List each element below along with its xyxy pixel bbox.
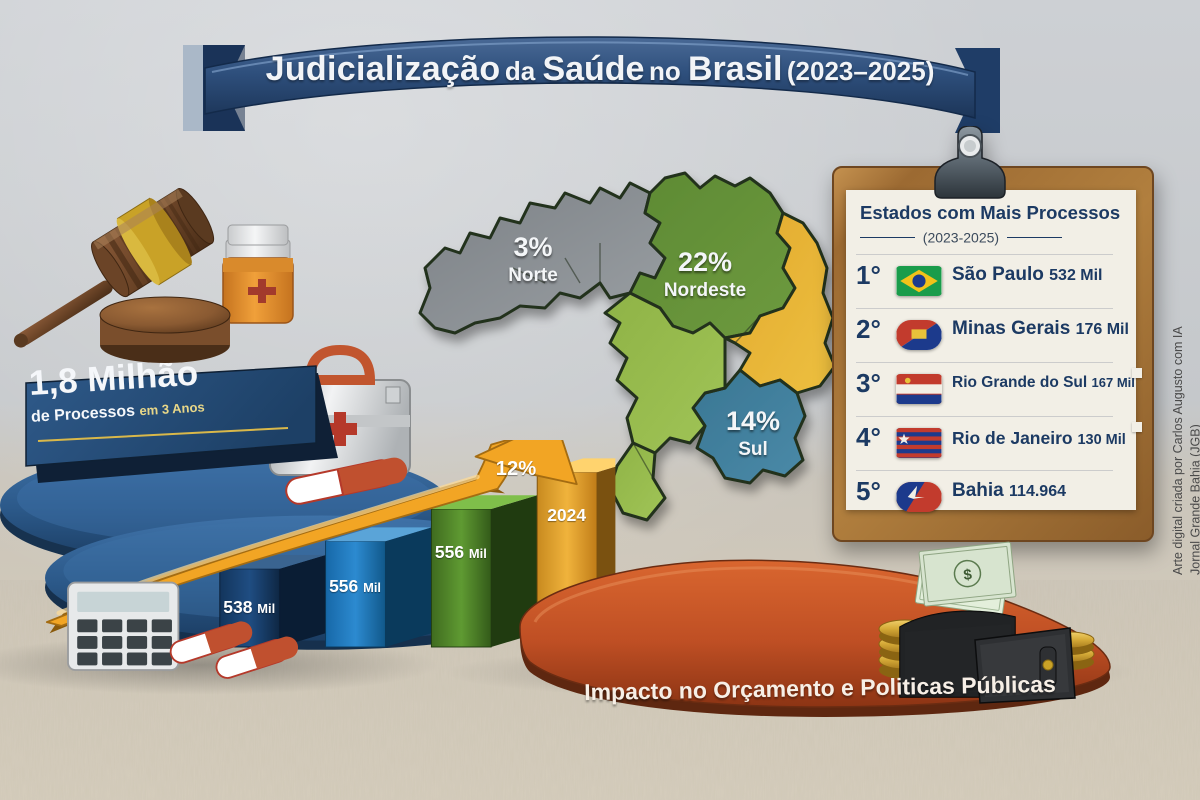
svg-text:12%: 12% (496, 458, 537, 480)
svg-text:3%: 3% (513, 232, 552, 262)
svg-text:14%: 14% (726, 406, 780, 436)
svg-text:Nordeste: Nordeste (664, 280, 746, 301)
svg-text:22%: 22% (678, 247, 732, 277)
svg-text:Norte: Norte (508, 265, 558, 286)
svg-text:Sul: Sul (738, 439, 768, 460)
